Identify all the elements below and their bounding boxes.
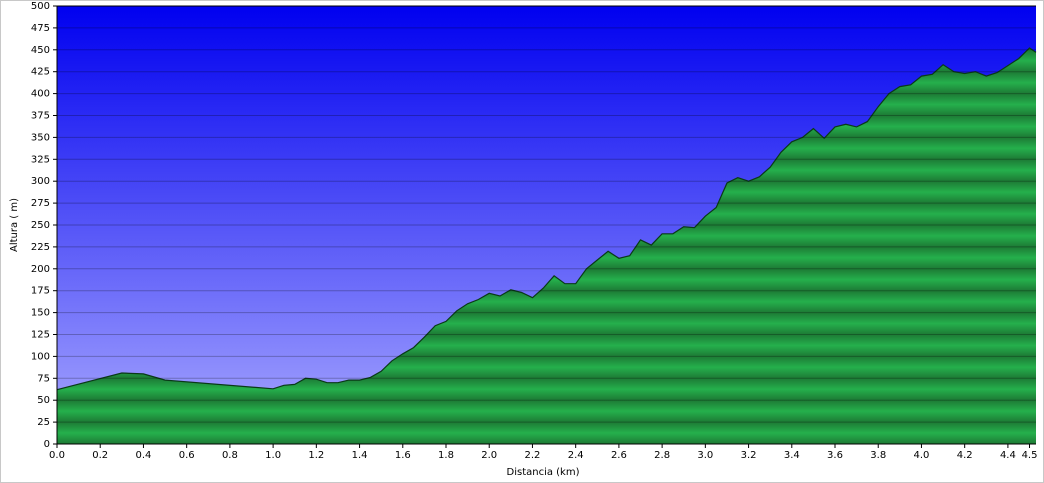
y-tick-label: 75 [37,373,50,384]
x-tick-label: 2.2 [524,450,540,461]
x-tick-label: 1.6 [395,450,411,461]
x-tick-label: 1.4 [352,450,368,461]
x-tick-label: 0.8 [222,450,238,461]
y-tick-label: 375 [31,111,50,122]
x-tick-label: 4.0 [914,450,930,461]
y-tick-label: 475 [31,23,50,34]
x-tick-label: 2.0 [481,450,497,461]
y-tick-label: 250 [31,220,50,231]
y-tick-label: 200 [31,264,50,275]
x-tick-label: 2.4 [568,450,584,461]
y-tick-label: 125 [31,330,50,341]
x-tick-label: 4.5 [1022,450,1038,461]
x-tick-label: 1.2 [308,450,324,461]
y-tick-label: 175 [31,286,50,297]
y-tick-label: 0 [44,439,50,450]
y-tick-label: 300 [31,176,50,187]
y-tick-label: 500 [31,1,50,12]
elevation-area [57,48,1036,444]
x-tick-label: 2.6 [611,450,627,461]
x-tick-label: 3.0 [697,450,713,461]
x-tick-label: 1.8 [438,450,454,461]
y-tick-label: 350 [31,132,50,143]
y-axis-label: Altura ( m) [9,198,20,252]
x-tick-label: 4.4 [1000,450,1016,461]
x-tick-label: 1.0 [265,450,281,461]
y-tick-label: 425 [31,67,50,78]
y-tick-label: 400 [31,89,50,100]
y-tick-label: 225 [31,242,50,253]
y-tick-label: 275 [31,198,50,209]
y-tick-label: 150 [31,308,50,319]
x-tick-label: 0.6 [179,450,195,461]
x-tick-label: 4.2 [957,450,973,461]
x-tick-label: 0.4 [135,450,151,461]
x-tick-label: 3.6 [827,450,843,461]
x-tick-label: 3.2 [741,450,757,461]
x-tick-label: 0.2 [92,450,108,461]
elevation-line [56,47,1037,391]
x-tick-label: 3.8 [870,450,886,461]
x-tick-label: 3.4 [784,450,800,461]
x-tick-label: 0.0 [49,450,65,461]
y-tick-label: 50 [37,395,50,406]
y-tick-label: 325 [31,154,50,165]
x-tick-label: 2.8 [654,450,670,461]
y-tick-label: 100 [31,351,50,362]
y-tick-label: 450 [31,45,50,56]
x-axis-label: Distancia (km) [507,467,580,478]
y-tick-label: 25 [37,417,50,428]
